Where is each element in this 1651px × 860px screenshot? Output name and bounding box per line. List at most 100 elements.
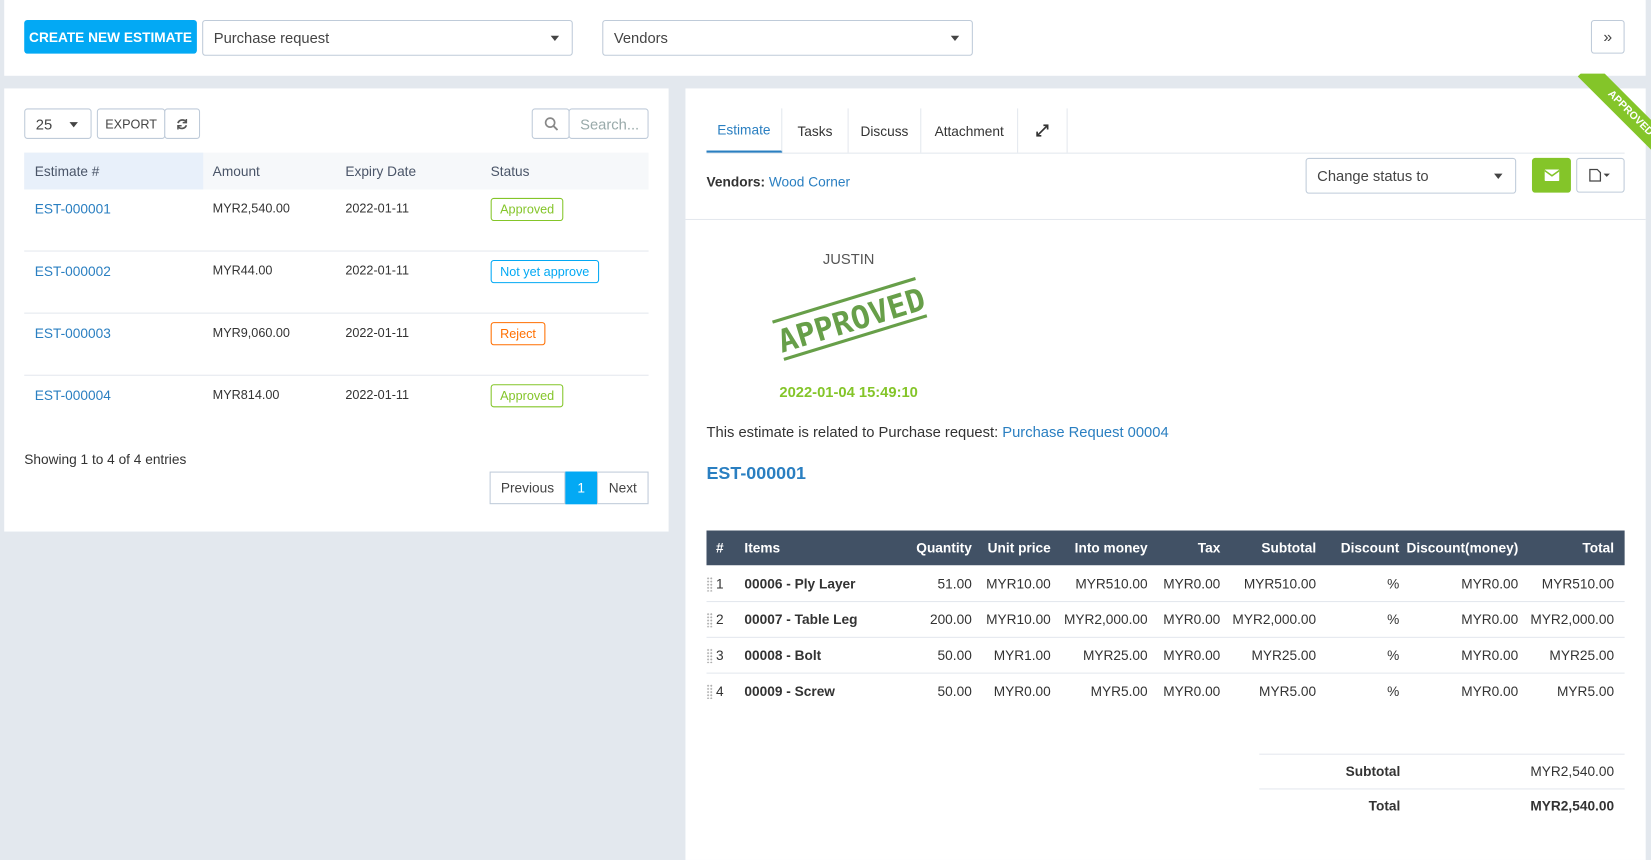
item-cell: 2 bbox=[715, 611, 724, 627]
vendor-line: Vendors: Wood Corner bbox=[706, 174, 850, 190]
search-input[interactable]: Search... bbox=[568, 108, 649, 139]
items-column: Discount(money) bbox=[1406, 539, 1519, 556]
ribbon-wrap: APPROVED bbox=[1558, 73, 1651, 169]
magnifier bbox=[544, 117, 558, 131]
create-button[interactable]: CREATE NEW ESTIMATE bbox=[24, 19, 197, 54]
row-border bbox=[24, 250, 649, 252]
item-cell: MYR0.00 bbox=[1461, 646, 1519, 663]
sorted-column bbox=[24, 152, 204, 190]
amount: MYR814.00 bbox=[212, 387, 280, 403]
vendor-link[interactable]: Wood Corner bbox=[768, 173, 851, 190]
totals-border bbox=[1259, 788, 1625, 790]
row-border bbox=[706, 672, 1625, 674]
item-cell: MYR5.00 bbox=[1090, 682, 1148, 699]
row-border bbox=[706, 636, 1625, 638]
estimate-number: EST-000001 bbox=[706, 463, 807, 484]
filter-select[interactable]: Vendors bbox=[602, 19, 973, 56]
export-button[interactable]: EXPORT bbox=[96, 108, 166, 139]
page-length[interactable]: 25 bbox=[24, 108, 92, 139]
item-cell: MYR2,000.00 bbox=[1232, 611, 1317, 627]
item-cell: MYR0.00 bbox=[1461, 611, 1519, 627]
column-header: Expiry Date bbox=[345, 163, 417, 179]
item-cell: 50.00 bbox=[937, 646, 972, 663]
items-column: # bbox=[715, 539, 724, 556]
totals-value: MYR2,540.00 bbox=[1530, 797, 1615, 814]
totals-value: MYR2,540.00 bbox=[1530, 763, 1615, 779]
estimate-link[interactable]: EST-000004 bbox=[34, 387, 111, 404]
item-cell: MYR510.00 bbox=[1243, 575, 1317, 592]
amount: MYR2,540.00 bbox=[212, 201, 290, 216]
estimate-link[interactable]: EST-000003 bbox=[34, 325, 111, 342]
status-badge: Approved bbox=[490, 384, 564, 408]
item-cell: 200.00 bbox=[929, 611, 972, 627]
item-cell: MYR0.00 bbox=[1461, 682, 1519, 699]
item-cell: MYR0.00 bbox=[1461, 575, 1519, 592]
mail-icon bbox=[1544, 169, 1559, 182]
tab[interactable]: Estimate bbox=[706, 108, 783, 153]
tab[interactable]: Discuss bbox=[849, 108, 922, 153]
totals-label: Total bbox=[1368, 797, 1401, 814]
row-border bbox=[24, 374, 649, 376]
page-button[interactable]: Next bbox=[596, 471, 649, 505]
item-cell: MYR10.00 bbox=[986, 575, 1051, 592]
filter-select[interactable]: Purchase request bbox=[202, 19, 573, 56]
items-column: Tax bbox=[1197, 539, 1221, 556]
item-cell: MYR1.00 bbox=[993, 646, 1051, 663]
expiry-date: 2022-01-11 bbox=[345, 387, 410, 403]
status-select[interactable]: Change status to bbox=[1305, 157, 1517, 194]
refresh-button[interactable] bbox=[164, 108, 201, 139]
item-cell: MYR2,000.00 bbox=[1530, 611, 1615, 627]
column-header: Status bbox=[490, 163, 530, 179]
pdf-button[interactable] bbox=[1576, 157, 1625, 193]
related-line: This estimate is related to Purchase req… bbox=[706, 423, 1168, 440]
amount: MYR9,060.00 bbox=[212, 325, 290, 340]
estimate-link[interactable]: EST-000002 bbox=[34, 263, 111, 279]
item-cell: % bbox=[1387, 611, 1400, 627]
totals-label: Subtotal bbox=[1345, 763, 1401, 779]
item-cell: 51.00 bbox=[937, 575, 972, 592]
item-cell: % bbox=[1387, 682, 1400, 699]
items-column: Subtotal bbox=[1261, 539, 1317, 556]
drag-handle bbox=[706, 612, 713, 628]
items-header bbox=[706, 530, 1625, 566]
drag-handle bbox=[706, 648, 713, 664]
item-cell: % bbox=[1387, 646, 1400, 663]
items-column: Total bbox=[1582, 539, 1615, 556]
expiry-date: 2022-01-11 bbox=[345, 201, 410, 216]
column-header: Amount bbox=[212, 163, 260, 179]
item-cell: MYR25.00 bbox=[1082, 646, 1148, 663]
expand-tab[interactable] bbox=[1018, 108, 1068, 153]
tab[interactable]: Attachment bbox=[921, 108, 1019, 153]
item-cell: MYR510.00 bbox=[1075, 575, 1148, 592]
column-header: Estimate # bbox=[34, 163, 100, 179]
item-cell: 1 bbox=[715, 575, 724, 592]
item-cell: 00008 - Bolt bbox=[744, 646, 822, 663]
page-button[interactable]: 1 bbox=[565, 471, 597, 505]
item-cell: % bbox=[1387, 575, 1400, 592]
toggle-button[interactable]: » bbox=[1590, 19, 1625, 54]
related-link[interactable]: Purchase Request 00004 bbox=[1002, 423, 1169, 440]
page-button[interactable]: Previous bbox=[489, 471, 566, 505]
drag-handle bbox=[706, 576, 713, 592]
signed-at: 2022-01-04 15:49:10 bbox=[779, 383, 918, 400]
item-cell: MYR5.00 bbox=[1259, 682, 1317, 699]
item-cell: MYR25.00 bbox=[1549, 646, 1615, 663]
email-button[interactable] bbox=[1531, 157, 1571, 193]
tab-border bbox=[706, 152, 1625, 154]
item-cell: MYR0.00 bbox=[1163, 575, 1221, 592]
item-cell: MYR0.00 bbox=[1163, 682, 1221, 699]
item-cell: MYR0.00 bbox=[993, 682, 1051, 699]
items-column: Quantity bbox=[916, 539, 972, 556]
expiry-date: 2022-01-11 bbox=[345, 263, 410, 278]
amount: MYR44.00 bbox=[212, 263, 273, 278]
items-column: Discount bbox=[1340, 539, 1400, 556]
tab[interactable]: Tasks bbox=[782, 108, 849, 153]
vendor-label: Vendors: bbox=[706, 173, 766, 190]
estimate-link[interactable]: EST-000001 bbox=[34, 201, 111, 217]
refresh-icon bbox=[177, 118, 188, 129]
item-cell: 00007 - Table Leg bbox=[744, 611, 858, 627]
status-badge: Not yet approve bbox=[490, 259, 599, 284]
divider bbox=[685, 218, 1646, 220]
row-border bbox=[706, 601, 1625, 603]
